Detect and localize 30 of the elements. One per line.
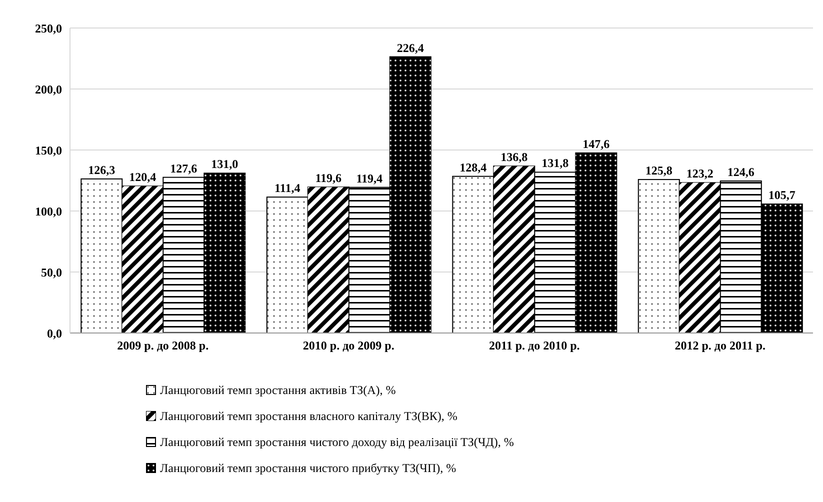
legend-label: Ланцюговий темп зростання власного капіталу ТЗ(ВК), %: [160, 408, 458, 424]
data-label: 127,6: [170, 161, 198, 176]
data-label: 123,2: [686, 166, 714, 181]
legend-label: Ланцюговий темп зростання чистого доходу від реалізації ТЗ(ЧД), %: [160, 434, 514, 450]
data-label: 126,3: [88, 162, 116, 177]
legend-label: Ланцюговий темп зростання активів ТЗ(А), %: [160, 382, 396, 398]
data-label: 136,8: [500, 150, 528, 164]
data-label: 105,7: [768, 188, 796, 202]
y-tick-label: 150,0: [35, 143, 62, 158]
y-tick-label: 200,0: [35, 82, 62, 96]
x-tick-label: 2012 р. до 2011 р.: [674, 338, 766, 353]
data-label: 120,4: [129, 170, 156, 184]
y-tick-label: 50,0: [41, 265, 62, 280]
legend-label: Ланцюговий темп зростання чистого прибутку ТЗ(ЧП), %: [160, 460, 456, 476]
data-label: 111,4: [274, 181, 300, 196]
x-tick-label: 2009 р. до 2008 р.: [117, 338, 209, 353]
data-label: 128,4: [460, 160, 487, 174]
data-label: 131,0: [211, 157, 238, 172]
data-label: 124,6: [727, 164, 754, 179]
y-tick-label: 0,0: [47, 326, 62, 340]
y-tick-label: 100,0: [35, 204, 62, 218]
x-tick-label: 2010 р. до 2009 р.: [302, 338, 394, 353]
x-tick-label: 2011 р. до 2010 р.: [488, 338, 580, 353]
data-label: 147,6: [582, 136, 610, 151]
data-label: 119,6: [315, 171, 342, 186]
y-tick-label: 250,0: [35, 21, 62, 36]
data-label: 125,8: [645, 164, 672, 178]
data-label: 119,4: [356, 171, 383, 186]
data-label: 131,8: [542, 156, 569, 170]
data-label: 226,4: [396, 40, 424, 55]
